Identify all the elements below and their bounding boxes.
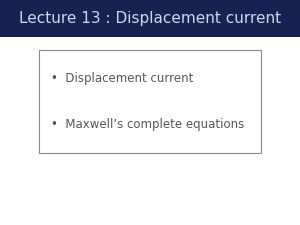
Bar bbox=[39, 50, 261, 153]
Text: •  Displacement current: • Displacement current bbox=[51, 72, 194, 85]
Text: •  Maxwell’s complete equations: • Maxwell’s complete equations bbox=[51, 117, 244, 130]
Bar bbox=[0, 0, 300, 37]
Text: Lecture 13 : Displacement current: Lecture 13 : Displacement current bbox=[19, 11, 281, 26]
